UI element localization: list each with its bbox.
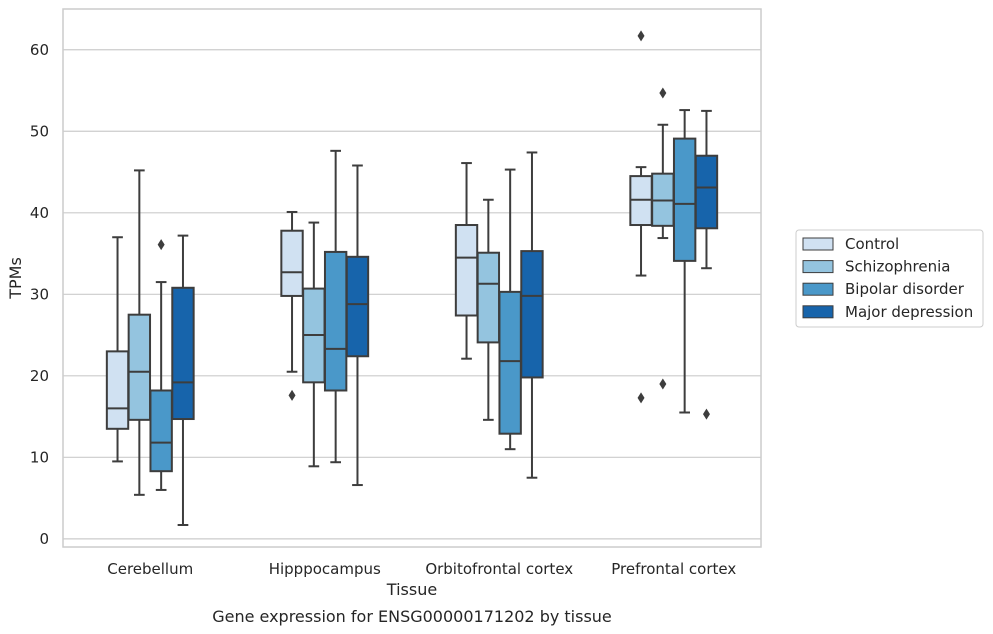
- box-iqr: [454, 224, 479, 317]
- grid-lines: [63, 49, 761, 540]
- legend-swatch: [802, 282, 834, 296]
- box-iqr: [171, 286, 195, 421]
- y-tick-label: 20: [30, 367, 49, 385]
- box-iqr: [323, 250, 348, 392]
- box-item: [520, 151, 544, 479]
- y-tick-label: 50: [30, 122, 49, 140]
- box-item: [149, 239, 173, 491]
- box-item: [302, 221, 326, 468]
- legend-label: Control: [845, 235, 899, 253]
- boxes: [105, 30, 719, 526]
- outlier-point: [637, 30, 645, 42]
- legend: Control Schizophrenia Bipolar disorder Majo…: [795, 229, 984, 328]
- box-item: [629, 30, 653, 404]
- box-item: [694, 109, 719, 420]
- box-iqr: [476, 251, 501, 344]
- outlier-point: [157, 239, 165, 251]
- y-axis-title: TPMs: [6, 257, 25, 300]
- x-tick-label: Hipppocampus: [269, 560, 381, 578]
- box-item: [171, 234, 195, 526]
- legend-frame: [795, 229, 984, 328]
- legend-label: Bipolar disorder: [845, 280, 965, 298]
- outlier-point: [702, 408, 710, 420]
- x-tick-label: Prefrontal cortex: [611, 560, 736, 578]
- outlier-point: [637, 392, 645, 404]
- legend-swatch: [802, 305, 834, 319]
- box-iqr: [345, 255, 370, 358]
- box-iqr: [127, 313, 152, 421]
- x-tick-label: Cerebellum: [107, 560, 193, 578]
- box-iqr: [280, 229, 304, 297]
- y-tick-label: 30: [30, 285, 49, 303]
- y-tick-label: 0: [39, 530, 49, 548]
- box-item: [127, 169, 152, 496]
- x-tick-labels: Cerebellum Hipppocampus Orbitofrontal cort…: [107, 560, 736, 578]
- box-iqr: [105, 350, 130, 430]
- legend-label: Schizophrenia: [845, 258, 950, 276]
- outlier-point: [659, 378, 667, 390]
- y-tick-labels: 0 10 20 30 40 50 60: [30, 41, 49, 548]
- box-item: [498, 168, 522, 451]
- y-tick-label: 10: [30, 448, 49, 466]
- box-iqr: [694, 154, 719, 230]
- box-item: [345, 164, 370, 487]
- outlier-point: [659, 87, 667, 99]
- legend-swatch: [802, 237, 834, 251]
- legend-label: Major depression: [845, 303, 973, 321]
- box-item: [280, 210, 304, 401]
- y-tick-label: 60: [30, 41, 49, 59]
- box-item: [672, 109, 697, 414]
- box-iqr: [149, 389, 173, 473]
- x-axis-title: Tissue: [386, 580, 437, 599]
- x-tick-label: Orbitofrontal cortex: [425, 560, 573, 578]
- box-iqr: [498, 290, 522, 435]
- chart-caption: Gene expression for ENSG00000171202 by t…: [212, 607, 612, 626]
- box-iqr: [672, 137, 697, 262]
- box-iqr: [520, 250, 544, 379]
- box-item: [651, 87, 675, 390]
- y-tick-label: 40: [30, 204, 49, 222]
- outlier-point: [288, 389, 296, 401]
- legend-swatch: [802, 260, 834, 274]
